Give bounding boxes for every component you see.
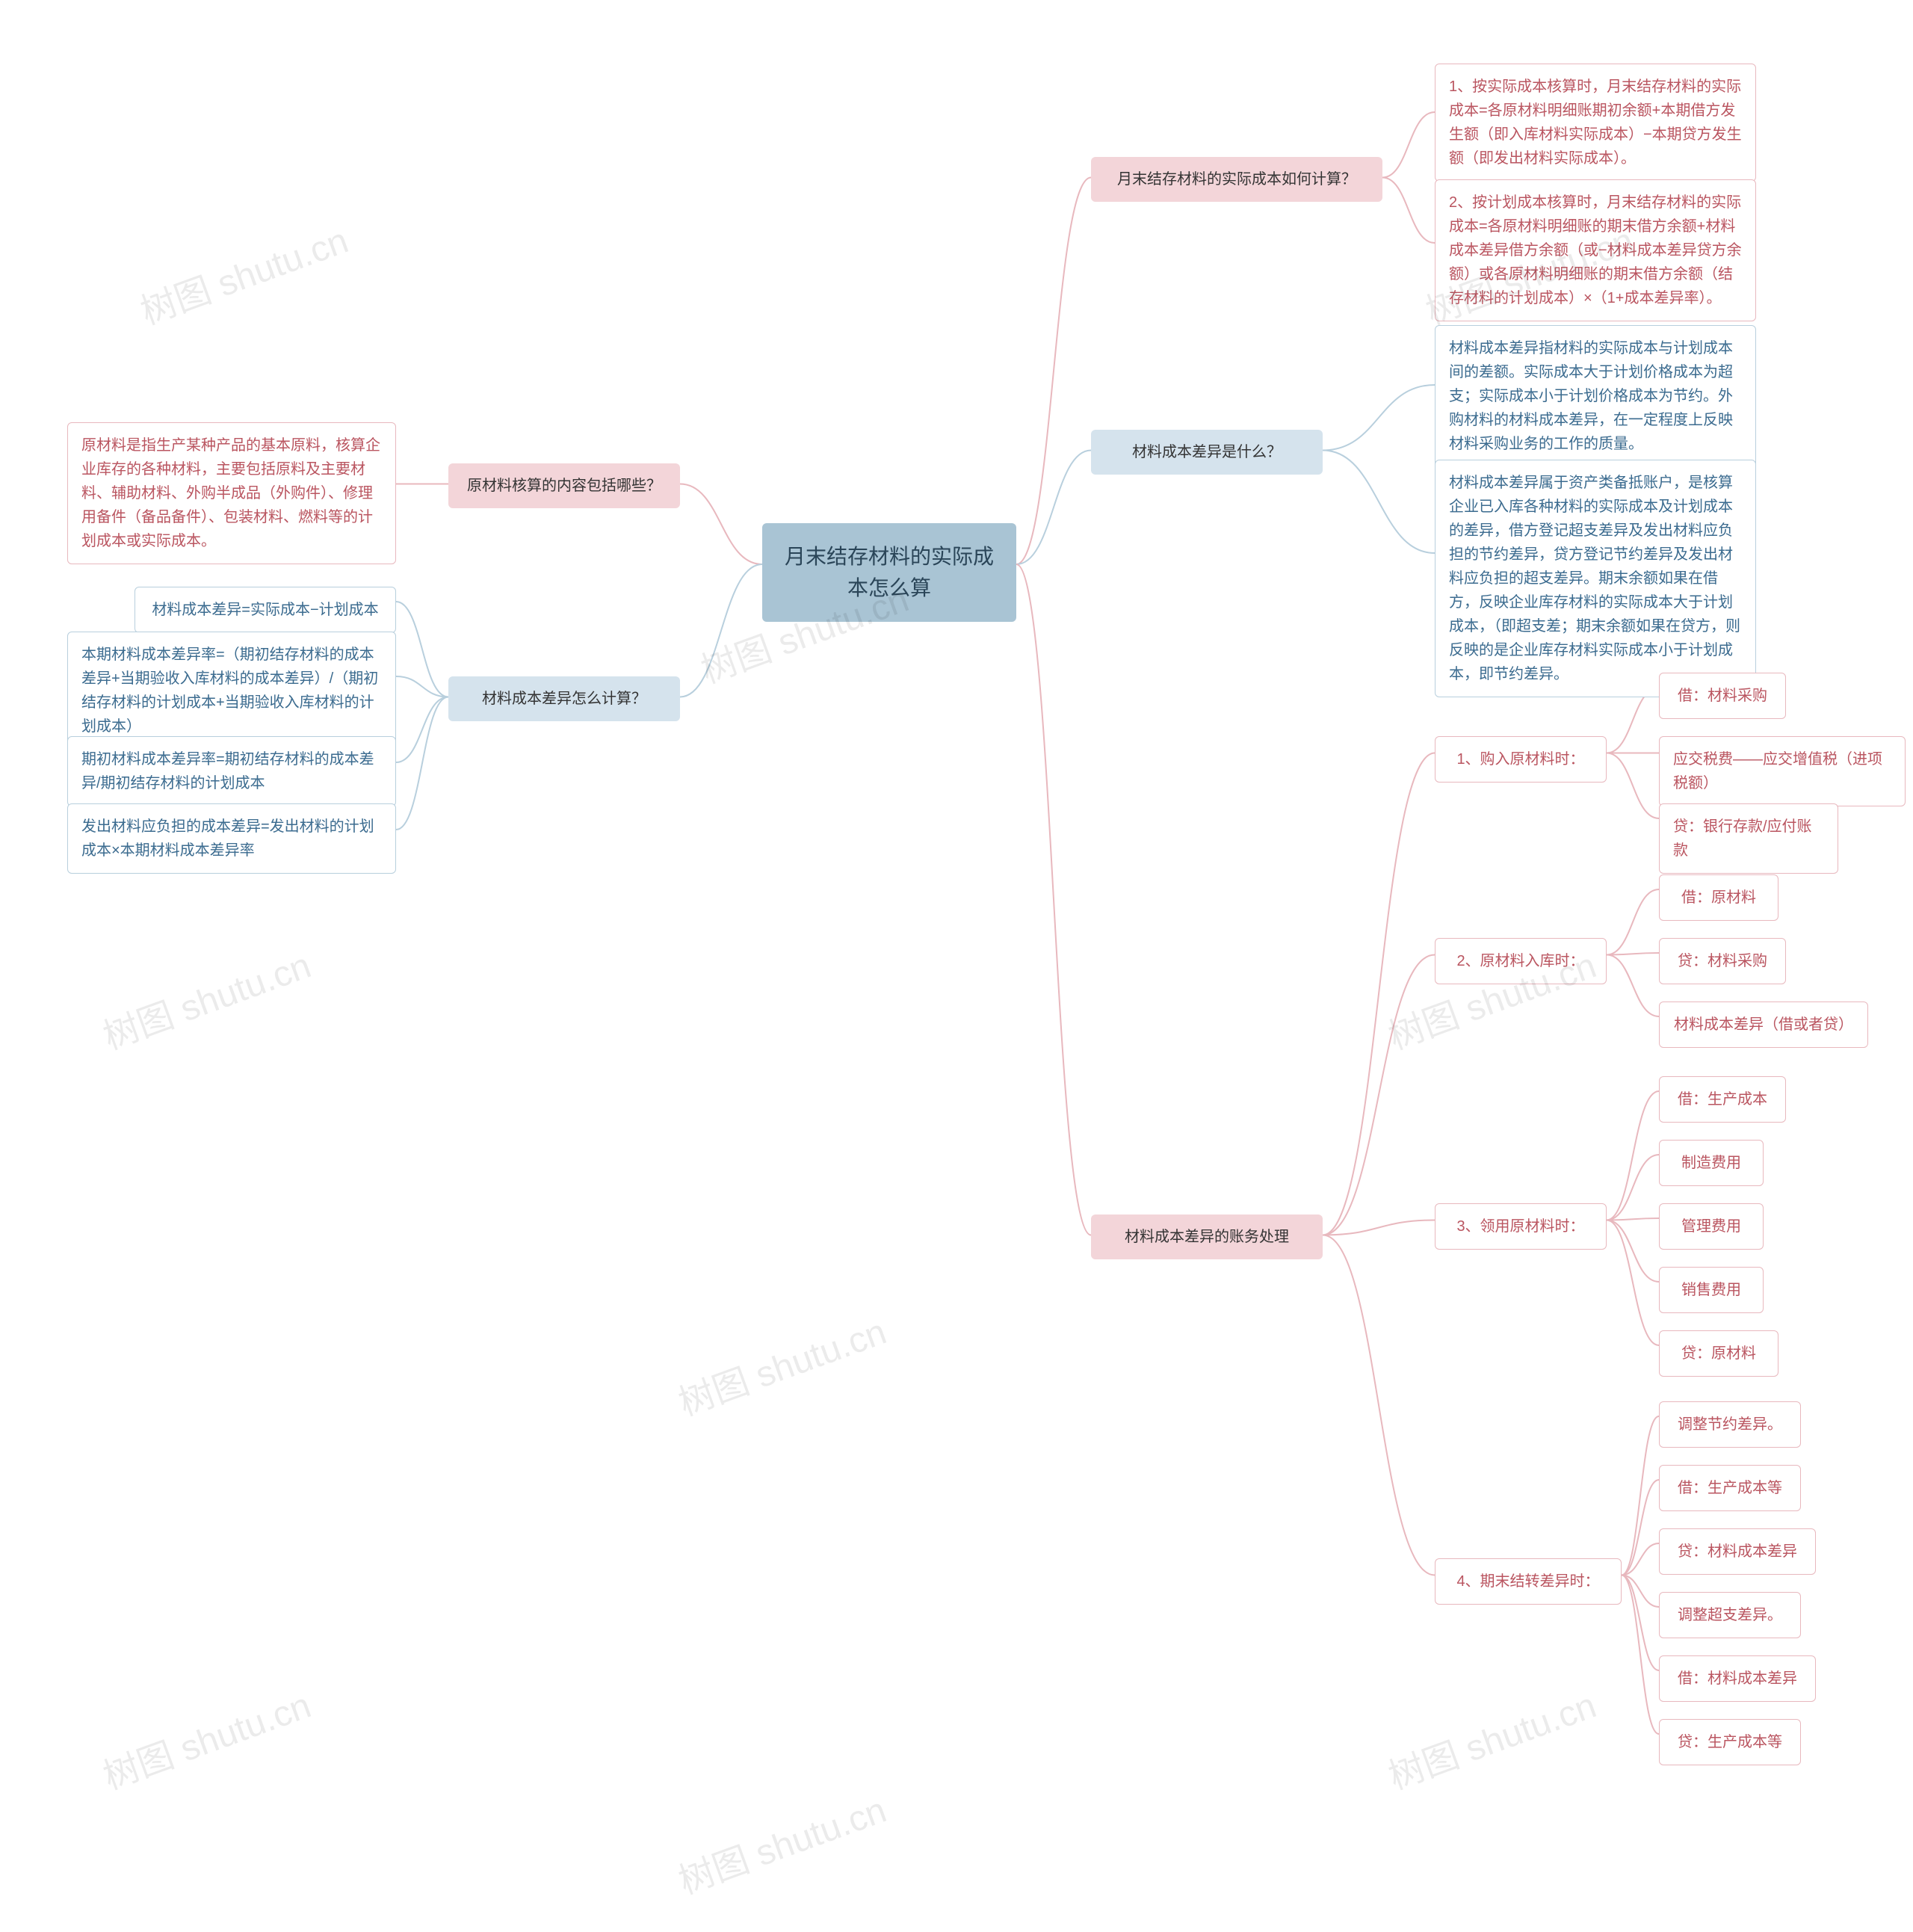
leaf-L2b-label: 本期材料成本差异率=（期初结存材料的成本差异+当期验收入库材料的成本差异）/（期… [81, 643, 382, 738]
leaf-R3d1[interactable]: 调整节约差异。 [1659, 1401, 1801, 1448]
leaf-R2a[interactable]: 材料成本差异指材料的实际成本与计划成本间的差额。实际成本大于计划价格成本为超支；… [1435, 325, 1756, 467]
leaf-R3b3[interactable]: 材料成本差异（借或者贷） [1659, 1002, 1868, 1048]
branch-L1-label: 原材料核算的内容包括哪些？ [467, 474, 661, 498]
leaf-R3c5-label: 贷：原材料 [1681, 1342, 1756, 1365]
watermark: 树图 shutu.cn [1380, 1676, 1602, 1799]
branch-R2[interactable]: 材料成本差异是什么？ [1091, 430, 1323, 475]
leaf-L2b[interactable]: 本期材料成本差异率=（期初结存材料的成本差异+当期验收入库材料的成本差异）/（期… [67, 632, 396, 750]
leaf-R3c4[interactable]: 销售费用 [1659, 1267, 1764, 1313]
leaf-R3d6[interactable]: 贷：生产成本等 [1659, 1719, 1801, 1765]
leaf-R1b-label: 2、按计划成本核算时，月末结存材料的实际成本=各原材料明细账的期末借方余额+材料… [1449, 191, 1742, 310]
center-node-label: 月末结存材料的实际成本怎么算 [783, 541, 995, 604]
leaf-R3d2-label: 借：生产成本等 [1678, 1476, 1782, 1500]
leaf-R3a1[interactable]: 借：材料采购 [1659, 673, 1786, 719]
branch-R3-label: 材料成本差异的账务处理 [1125, 1225, 1289, 1249]
leaf-R1a-label: 1、按实际成本核算时，月末结存材料的实际成本=各原材料明细账期初余额+本期借方发… [1449, 75, 1742, 170]
leaf-R3b1[interactable]: 借：原材料 [1659, 874, 1778, 921]
branch-L2-label: 材料成本差异怎么计算？ [482, 687, 646, 711]
leaf-R3d-label: 4、期末结转差异时： [1456, 1570, 1599, 1593]
leaf-L2c[interactable]: 期初材料成本差异率=期初结存材料的成本差异/期初结存材料的计划成本 [67, 736, 396, 806]
leaf-R3b2-label: 贷：材料采购 [1678, 949, 1767, 973]
leaf-L2d-label: 发出材料应负担的成本差异=发出材料的计划成本×本期材料成本差异率 [81, 815, 382, 862]
watermark: 树图 shutu.cn [670, 1780, 892, 1904]
leaf-L2d[interactable]: 发出材料应负担的成本差异=发出材料的计划成本×本期材料成本差异率 [67, 803, 396, 874]
leaf-R3d5[interactable]: 借：材料成本差异 [1659, 1655, 1816, 1702]
leaf-R3c[interactable]: 3、领用原材料时： [1435, 1203, 1607, 1250]
leaf-R3c-label: 3、领用原材料时： [1456, 1215, 1584, 1238]
leaf-R3d3[interactable]: 贷：材料成本差异 [1659, 1528, 1816, 1575]
branch-R1-label: 月末结存材料的实际成本如何计算？ [1117, 167, 1356, 191]
leaf-R3a2-label: 应交税费——应交增值税（进项税额） [1673, 747, 1891, 795]
watermark: 树图 shutu.cn [670, 1302, 892, 1425]
leaf-R3d3-label: 贷：材料成本差异 [1678, 1540, 1797, 1564]
leaf-R3d1-label: 调整节约差异。 [1678, 1413, 1782, 1436]
leaf-R2b[interactable]: 材料成本差异属于资产类备抵账户，是核算企业已入库各种材料的实际成本及计划成本的差… [1435, 460, 1756, 697]
leaf-R3d6-label: 贷：生产成本等 [1678, 1730, 1782, 1754]
leaf-R3c4-label: 销售费用 [1681, 1278, 1741, 1302]
leaf-R3d4[interactable]: 调整超支差异。 [1659, 1592, 1801, 1638]
leaf-L2a-label: 材料成本差异=实际成本−计划成本 [152, 598, 378, 622]
leaf-R1a[interactable]: 1、按实际成本核算时，月末结存材料的实际成本=各原材料明细账期初余额+本期借方发… [1435, 64, 1756, 182]
leaf-R3c3[interactable]: 管理费用 [1659, 1203, 1764, 1250]
center-node[interactable]: 月末结存材料的实际成本怎么算 [762, 523, 1016, 622]
leaf-R3a3-label: 贷：银行存款/应付账款 [1673, 815, 1824, 862]
leaf-L2a[interactable]: 材料成本差异=实际成本−计划成本 [135, 587, 396, 633]
leaf-R3d2[interactable]: 借：生产成本等 [1659, 1465, 1801, 1511]
branch-L1[interactable]: 原材料核算的内容包括哪些？ [448, 463, 680, 508]
leaf-R3b-label: 2、原材料入库时： [1456, 949, 1584, 973]
leaf-L1a[interactable]: 原材料是指生产某种产品的基本原料，核算企业库存的各种材料，主要包括原料及主要材料… [67, 422, 396, 564]
leaf-R3d[interactable]: 4、期末结转差异时： [1435, 1558, 1622, 1605]
leaf-R3b3-label: 材料成本差异（借或者贷） [1674, 1013, 1853, 1037]
leaf-R3b[interactable]: 2、原材料入库时： [1435, 938, 1607, 984]
leaf-R3c5[interactable]: 贷：原材料 [1659, 1330, 1778, 1377]
leaf-L2c-label: 期初材料成本差异率=期初结存材料的成本差异/期初结存材料的计划成本 [81, 747, 382, 795]
leaf-R3c2-label: 制造费用 [1681, 1151, 1741, 1175]
branch-R3[interactable]: 材料成本差异的账务处理 [1091, 1215, 1323, 1259]
leaf-R3c1[interactable]: 借：生产成本 [1659, 1076, 1786, 1123]
leaf-R2a-label: 材料成本差异指材料的实际成本与计划成本间的差额。实际成本大于计划价格成本为超支；… [1449, 336, 1742, 456]
leaf-R3d4-label: 调整超支差异。 [1678, 1603, 1782, 1627]
leaf-R3c2[interactable]: 制造费用 [1659, 1140, 1764, 1186]
watermark: 树图 shutu.cn [132, 211, 354, 334]
leaf-L1a-label: 原材料是指生产某种产品的基本原料，核算企业库存的各种材料，主要包括原料及主要材料… [81, 433, 382, 553]
branch-R2-label: 材料成本差异是什么？ [1132, 440, 1282, 464]
leaf-R3c3-label: 管理费用 [1681, 1215, 1741, 1238]
leaf-R3b1-label: 借：原材料 [1681, 886, 1756, 910]
leaf-R3a[interactable]: 1、购入原材料时： [1435, 736, 1607, 783]
leaf-R3d5-label: 借：材料成本差异 [1678, 1667, 1797, 1691]
leaf-R3a-label: 1、购入原材料时： [1456, 747, 1584, 771]
watermark: 树图 shutu.cn [95, 1676, 317, 1799]
branch-R1[interactable]: 月末结存材料的实际成本如何计算？ [1091, 157, 1382, 202]
leaf-R3b2[interactable]: 贷：材料采购 [1659, 938, 1786, 984]
leaf-R2b-label: 材料成本差异属于资产类备抵账户，是核算企业已入库各种材料的实际成本及计划成本的差… [1449, 471, 1742, 686]
branch-L2[interactable]: 材料成本差异怎么计算？ [448, 676, 680, 721]
leaf-R1b[interactable]: 2、按计划成本核算时，月末结存材料的实际成本=各原材料明细账的期末借方余额+材料… [1435, 179, 1756, 321]
leaf-R3a3[interactable]: 贷：银行存款/应付账款 [1659, 803, 1838, 874]
watermark: 树图 shutu.cn [95, 936, 317, 1059]
leaf-R3a2[interactable]: 应交税费——应交增值税（进项税额） [1659, 736, 1906, 806]
leaf-R3a1-label: 借：材料采购 [1678, 684, 1767, 708]
leaf-R3c1-label: 借：生产成本 [1678, 1087, 1767, 1111]
